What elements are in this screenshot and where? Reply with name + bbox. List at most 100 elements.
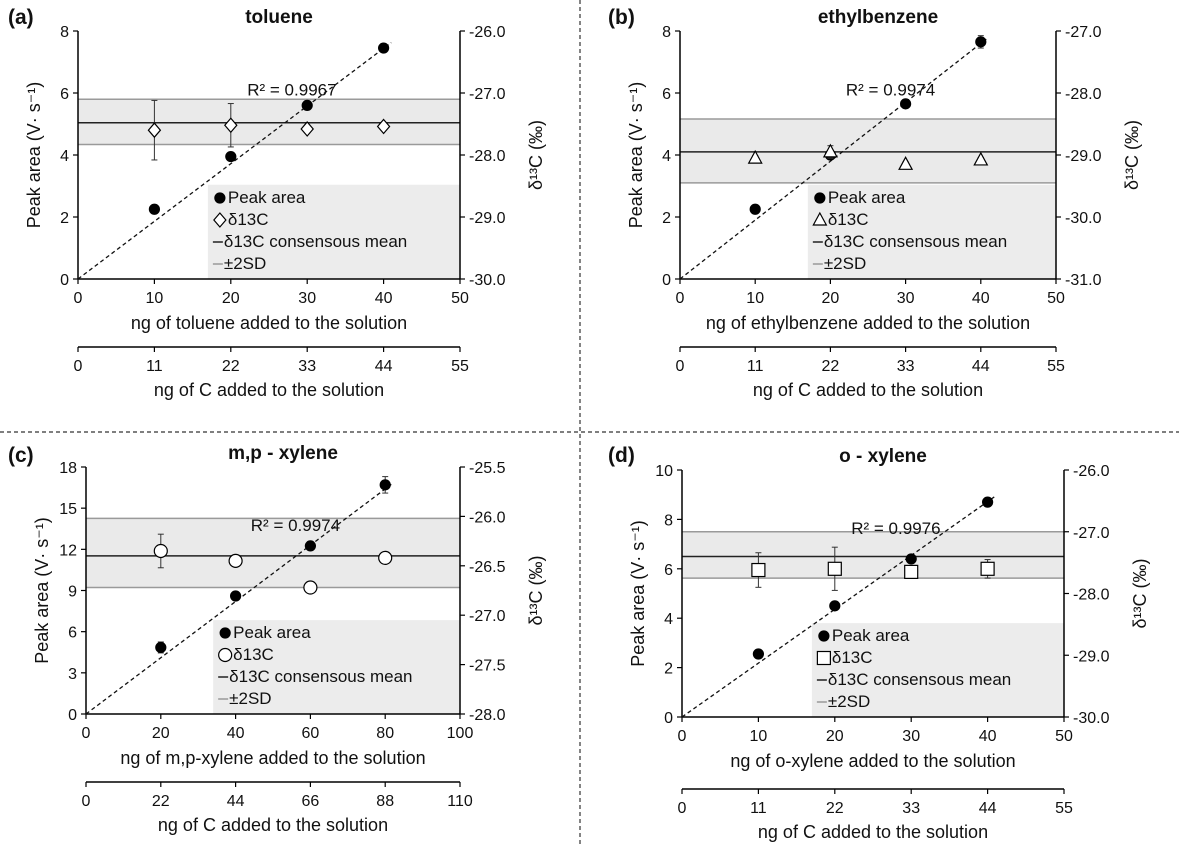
x2-tick-label: 44 — [979, 800, 997, 817]
peak-area-point — [905, 553, 917, 565]
y2-tick-label: -29.0 — [1073, 648, 1110, 665]
x-tick-label: 50 — [1055, 728, 1073, 745]
legend-label: ±2SD — [229, 689, 271, 708]
y2-tick-label: -26.0 — [469, 509, 506, 526]
peak-area-point — [304, 540, 316, 552]
peak-area-point — [225, 150, 237, 163]
y2-tick-label: -27.0 — [469, 608, 506, 625]
x2-axis-label: ng of C added to the solution — [158, 815, 388, 835]
y-tick-label: 0 — [68, 707, 77, 724]
chart-panel-b: 0 2 4 6 8 -31.0 -30.0 -29.0 -28.0 -27.0 0 10 20 30 40 5… — [608, 6, 1142, 400]
legend-label: ±2SD — [224, 254, 266, 273]
x-tick-label: 60 — [302, 725, 320, 742]
y-tick-label: 8 — [60, 24, 69, 41]
legend-label: ±2SD — [828, 692, 870, 711]
x2-tick-label: 66 — [302, 793, 320, 810]
legend-label: Peak area — [233, 623, 311, 642]
y2-tick-label: -26.0 — [1073, 463, 1110, 480]
legend-label: δ13C consensous mean — [229, 667, 412, 686]
legend-symbol-delta13c — [816, 650, 831, 666]
delta13c-point — [228, 553, 243, 568]
y-tick-label: 4 — [662, 148, 671, 165]
panel-label: (a) — [8, 6, 34, 29]
chart-title: o - xylene — [839, 446, 927, 467]
y-tick-label: 18 — [59, 460, 77, 477]
x2-tick-label: 44 — [972, 358, 990, 375]
x2-axis-label: ng of C added to the solution — [758, 822, 988, 842]
legend-symbol-delta13c — [213, 212, 227, 228]
legend-label: ±2SD — [824, 254, 866, 273]
x2-tick-label: 22 — [826, 800, 844, 817]
peak-area-point — [378, 42, 390, 54]
delta13c-point — [904, 564, 919, 579]
y2-tick-label: -28.0 — [1073, 587, 1110, 604]
y2-tick-label: -28.0 — [469, 148, 506, 165]
legend-label: Peak area — [832, 626, 910, 645]
x2-tick-label: 33 — [902, 800, 920, 817]
legend-box — [811, 623, 1064, 717]
y2-tick-label: -26.0 — [469, 24, 506, 41]
sd-band — [680, 119, 1056, 183]
y-tick-label: 10 — [655, 463, 673, 480]
sd-band — [86, 518, 460, 588]
y2-tick-label: -27.5 — [469, 658, 506, 675]
y-tick-label: 15 — [59, 501, 77, 518]
x2-tick-label: 55 — [1047, 358, 1065, 375]
r-squared-label: R² = 0.9974 — [846, 80, 935, 99]
x-tick-label: 100 — [447, 725, 474, 742]
panel-label: (c) — [8, 444, 34, 467]
y-tick-label: 9 — [68, 584, 77, 601]
y2-tick-label: -25.5 — [469, 460, 506, 477]
y2-axis-label: δ¹³C (‰) — [1122, 120, 1142, 190]
y-tick-label: 2 — [664, 661, 673, 678]
x-tick-label: 20 — [826, 728, 844, 745]
x-tick-label: 30 — [897, 290, 915, 307]
delta13c-point — [747, 149, 763, 164]
r-squared-label: R² = 0.9976 — [851, 519, 940, 538]
delta13c-point — [303, 580, 318, 595]
y2-axis-label: δ¹³C (‰) — [526, 120, 546, 190]
x-tick-label: 20 — [152, 725, 170, 742]
peak-area-point — [749, 203, 761, 215]
chart-title: ethylbenzene — [818, 7, 938, 28]
x-tick-label: 80 — [376, 725, 394, 742]
legend-label: δ13C consensous mean — [828, 670, 1011, 689]
delta13c-point — [376, 118, 391, 135]
legend-label: δ13C consensous mean — [224, 232, 407, 251]
x-tick-label: 40 — [972, 290, 990, 307]
chart-title: toluene — [245, 7, 313, 28]
y-tick-label: 4 — [664, 611, 673, 628]
y-tick-label: 0 — [60, 272, 69, 289]
x-axis-label: ng of ethylbenzene added to the solution — [706, 313, 1030, 333]
y2-tick-label: -29.0 — [1065, 148, 1102, 165]
y2-tick-label: -30.0 — [1065, 210, 1102, 227]
x2-tick-label: 0 — [74, 358, 83, 375]
y2-axis-label: δ¹³C (‰) — [1130, 559, 1150, 629]
x-tick-label: 0 — [74, 290, 83, 307]
x-tick-label: 10 — [750, 728, 768, 745]
y-tick-label: 8 — [662, 24, 671, 41]
delta13c-point — [898, 156, 914, 170]
x2-tick-label: 110 — [447, 793, 473, 810]
x2-tick-label: 11 — [750, 800, 767, 817]
delta13c-point — [300, 121, 314, 137]
y2-axis-label: δ¹³C (‰) — [526, 556, 546, 626]
x2-tick-label: 22 — [152, 793, 170, 810]
y2-tick-label: -27.0 — [1073, 525, 1110, 542]
y-tick-label: 3 — [68, 666, 77, 683]
x2-tick-label: 33 — [298, 358, 316, 375]
panel-label: (d) — [608, 444, 635, 467]
y-tick-label: 0 — [664, 710, 673, 727]
y2-tick-label: -27.0 — [1065, 24, 1102, 41]
y-tick-label: 0 — [662, 272, 671, 289]
x2-tick-label: 55 — [1055, 800, 1073, 817]
legend-symbol-peak-area — [214, 192, 226, 204]
r-squared-label: R² = 0.9967 — [247, 80, 336, 99]
y-axis-label: Peak area (V· s⁻¹) — [24, 82, 44, 229]
delta13c-point — [973, 151, 989, 166]
y-tick-label: 12 — [59, 542, 77, 559]
panel-label: (b) — [608, 6, 635, 29]
y-axis-label: Peak area (V· s⁻¹) — [32, 517, 52, 664]
y-tick-label: 6 — [60, 86, 69, 103]
y2-tick-label: -30.0 — [1073, 710, 1110, 727]
